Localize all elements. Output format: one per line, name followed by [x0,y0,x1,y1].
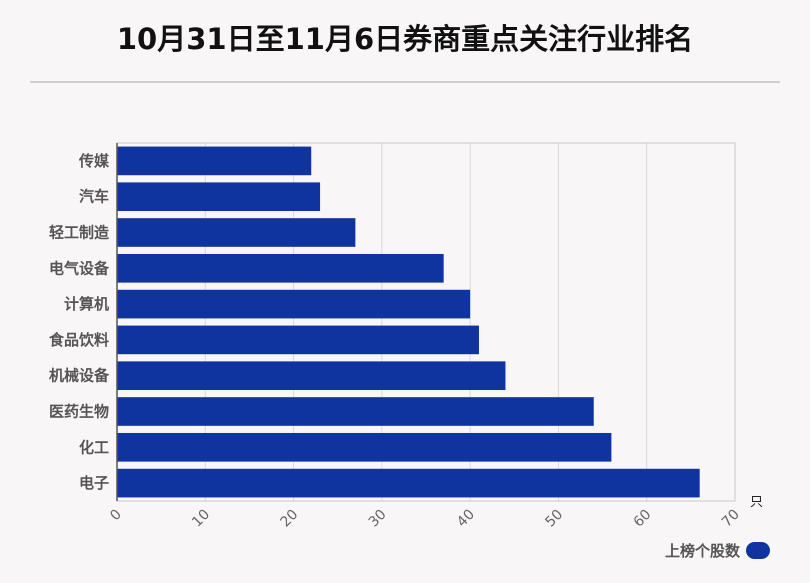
category-label: 传媒 [78,152,110,170]
x-tick-label: 10 [189,507,213,531]
category-label: 汽车 [79,188,109,206]
x-tick-label: 60 [631,507,655,531]
category-label: 医药生物 [49,403,109,421]
x-tick-label: 70 [719,507,743,531]
bar[interactable] [117,361,506,391]
legend-label: 上榜个股数 [664,542,740,560]
bar[interactable] [117,468,700,498]
legend-swatch[interactable] [746,542,770,559]
bar[interactable] [117,325,479,355]
category-label: 计算机 [64,295,109,313]
x-tick-label: 50 [542,507,566,531]
category-label: 电子 [79,474,109,492]
tick-labels: 0 10 20 30 40 50 60 70 [107,507,743,531]
category-label: 轻工制造 [49,224,109,242]
bar[interactable] [117,218,356,247]
x-tick-label: 20 [277,507,301,531]
title-divider [30,81,780,83]
category-label: 电气设备 [49,259,110,277]
bar[interactable] [117,289,471,319]
x-tick-label: 30 [366,507,390,531]
chart-title: 10月31日至11月6日券商重点关注行业排名 [116,22,694,56]
category-label: 机械设备 [49,367,110,385]
unit-label: 只 [750,495,763,510]
category-label: 化工 [79,438,109,456]
bar[interactable] [117,146,312,176]
category-label: 食品饮料 [49,331,109,349]
bar[interactable] [117,182,321,212]
bar[interactable] [117,432,612,462]
bars [117,146,700,498]
bar[interactable] [117,397,594,426]
legend: 上榜个股数 [665,540,770,561]
bar[interactable] [117,253,444,283]
x-tick-label: 0 [107,507,125,525]
x-tick-label: 40 [454,507,478,531]
